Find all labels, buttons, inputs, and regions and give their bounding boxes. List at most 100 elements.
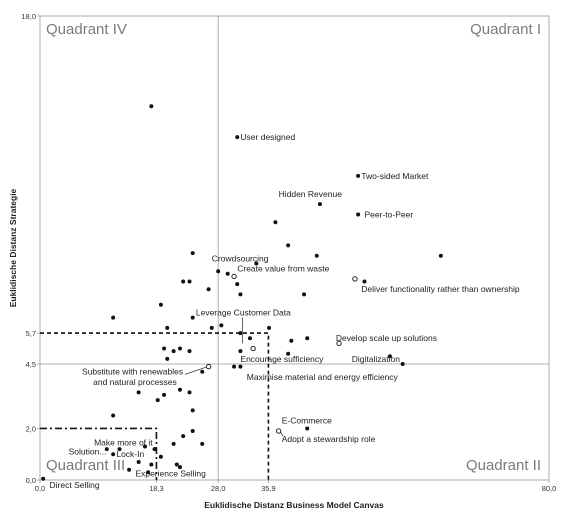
data-point: [104, 447, 109, 452]
data-point: [247, 336, 252, 341]
data-point: [165, 325, 170, 330]
data-point: [235, 135, 240, 140]
data-point: [314, 253, 319, 258]
data-point-open: [352, 276, 358, 282]
data-point: [171, 441, 176, 446]
data-point-open: [336, 340, 342, 347]
data-point: [302, 292, 307, 297]
x-tick-label: 18,3: [149, 484, 164, 493]
data-point: [387, 354, 392, 359]
data-point: [177, 346, 182, 351]
data-point: [187, 390, 192, 395]
point-annotation: Direct Selling: [50, 480, 100, 490]
data-point: [181, 279, 186, 284]
data-point: [127, 467, 132, 472]
data-point: [149, 104, 154, 109]
data-point-open: [231, 273, 237, 280]
point-annotation: Encourage sufficiency: [240, 354, 324, 364]
data-point: [111, 452, 116, 457]
data-point: [289, 338, 294, 343]
quadrant-label: Quadrant IV: [46, 21, 127, 38]
data-point: [190, 408, 195, 413]
data-point-open: [205, 363, 212, 370]
data-point: [238, 331, 243, 336]
y-tick-label: 0,0: [26, 476, 36, 485]
data-point: [41, 476, 46, 481]
point-annotation: Hidden Revenue: [279, 189, 343, 199]
point-annotation: Digitalization: [352, 354, 400, 364]
data-point: [187, 279, 192, 284]
data-point: [235, 282, 240, 287]
point-annotation: Create value from waste: [237, 264, 329, 274]
y-tick-label: 5,7: [26, 329, 36, 338]
point-annotation: Experience Selling: [135, 469, 206, 479]
x-axis-title: Euklidische Distanz Business Model Canva…: [204, 500, 384, 510]
data-point: [286, 243, 291, 248]
data-point: [254, 261, 259, 266]
data-point: [136, 390, 141, 395]
x-tick-label: 35,9: [261, 484, 276, 493]
data-point: [238, 292, 243, 297]
data-point: [174, 462, 179, 467]
data-point: [165, 356, 170, 361]
data-point: [187, 349, 192, 354]
point-annotation: Maximise material and energy efficiency: [247, 372, 399, 382]
data-point: [238, 349, 243, 354]
threshold-line-dashdot: [40, 427, 158, 480]
data-point: [206, 287, 211, 292]
x-tick-label: 28,0: [211, 484, 226, 493]
x-tick-label: 80,0: [542, 484, 557, 493]
data-point: [267, 325, 272, 330]
point-annotation: Make more of it: [94, 438, 153, 448]
data-point: [362, 279, 367, 284]
data-point-open: [250, 345, 256, 352]
data-point: [200, 369, 205, 374]
data-point: [238, 364, 243, 369]
data-point: [305, 336, 310, 341]
point-annotation: Develop scale up solutions: [336, 333, 437, 343]
plot-area: [39, 15, 550, 481]
point-annotation: User designed: [240, 132, 295, 142]
data-point: [177, 387, 182, 392]
point-annotation: Crowdsourcing: [212, 253, 269, 263]
point-annotation: and natural processes: [93, 377, 177, 387]
data-point: [190, 251, 195, 256]
point-annotation: Substitute with renewables: [82, 367, 183, 377]
point-annotation: Deliver functionality rather than owners…: [361, 284, 520, 294]
y-tick-label: 18,0: [21, 12, 36, 21]
data-point: [356, 173, 361, 178]
point-annotation: Adopt a stewardship role: [282, 434, 376, 444]
data-point: [305, 426, 310, 431]
y-axis-title: Euklidische Distanz Strategie: [8, 188, 18, 307]
data-point: [216, 269, 221, 274]
data-point: [219, 323, 224, 328]
data-point: [177, 465, 182, 470]
data-point: [356, 212, 361, 217]
data-point: [158, 454, 163, 459]
x-tick-label: 0,0: [35, 484, 45, 493]
data-point: [142, 444, 147, 449]
data-point: [158, 302, 163, 307]
data-point: [162, 346, 167, 351]
data-point: [286, 351, 291, 356]
quadrant-label: Quadrant I: [470, 21, 541, 38]
data-point-open: [275, 428, 282, 434]
data-point: [317, 202, 322, 207]
data-point: [181, 434, 186, 439]
data-point: [400, 362, 405, 366]
annotation-leader-line: [184, 366, 209, 375]
data-point: [111, 315, 116, 320]
data-point: [209, 325, 214, 330]
point-annotation: Lock-In: [116, 449, 144, 459]
point-annotation: Solution...: [69, 447, 107, 457]
data-point: [155, 398, 160, 403]
data-point: [146, 470, 151, 475]
data-point: [200, 441, 205, 446]
y-tick-label: 4,5: [26, 360, 36, 369]
data-point: [171, 349, 176, 354]
point-annotation: Two-sided Market: [361, 171, 429, 181]
data-point: [117, 447, 122, 452]
data-point: [225, 271, 230, 276]
quadrant-label: Quadrant II: [466, 457, 541, 474]
